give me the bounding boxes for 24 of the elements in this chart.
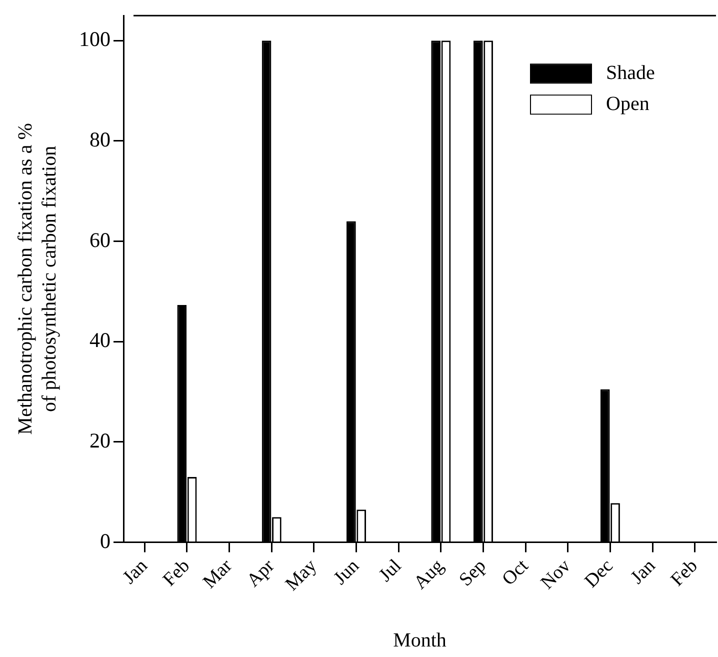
x-tick-label: Sep [455, 556, 490, 591]
x-tick-label: Jun [330, 555, 364, 590]
x-tick-label: Apr [242, 555, 280, 592]
y-axis-title: Methanotrophic carbon fixation as a % of photosynthetic carbon fixation [14, 123, 60, 435]
y-tick-label: 40 [90, 328, 110, 352]
y-tick-label: 60 [90, 228, 110, 252]
y-tick-label: 20 [90, 428, 110, 452]
y-tick-label: 0 [100, 528, 110, 553]
x-tick-label: Jul [375, 556, 406, 586]
x-tick-label: Nov [536, 555, 576, 594]
y-tick-label: 100 [79, 27, 110, 52]
legend-label: Open [606, 92, 650, 115]
x-tick-label: Feb [159, 556, 194, 591]
x-tick-label: Aug [410, 555, 448, 594]
x-tick-label: May [282, 555, 322, 595]
y-tick-label: 80 [90, 128, 110, 152]
legend-label: Shade [606, 62, 655, 84]
x-tick-label: Mar [199, 555, 237, 593]
x-tick-label: Jan [626, 555, 660, 588]
x-axis-title: Month [393, 629, 446, 652]
x-tick-label: Feb [666, 556, 702, 591]
x-tick-label: Jan [118, 555, 152, 588]
x-tick-label: Dec [580, 556, 618, 592]
x-tick-label: Oct [498, 555, 534, 590]
